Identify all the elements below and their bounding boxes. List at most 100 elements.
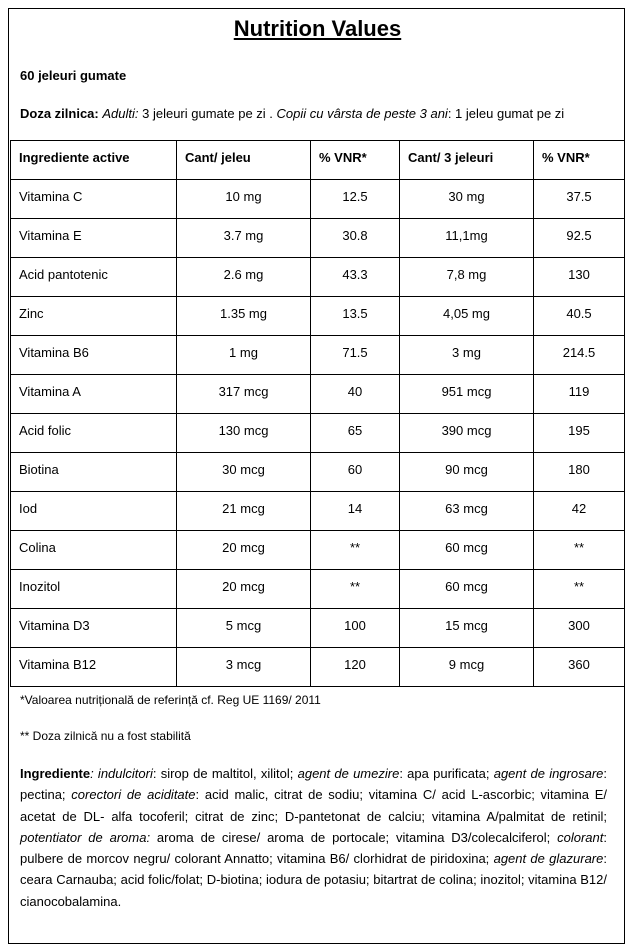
table-row: Acid folic 130 mcg 65 390 mcg 195 xyxy=(10,413,625,453)
cell-ingredient: Vitamina E xyxy=(10,218,177,258)
cell-amount-per-3: 3 mg xyxy=(399,335,534,375)
cell-vnr-3: 214.5 xyxy=(533,335,625,375)
cell-ingredient: Colina xyxy=(10,530,177,570)
cell-ingredient: Vitamina C xyxy=(10,179,177,219)
cell-vnr-1: 100 xyxy=(310,608,400,648)
cell-amount-per-gummy: 5 mcg xyxy=(176,608,311,648)
header-amount-per-gummy: Cant/ jeleu xyxy=(176,140,311,180)
cell-vnr-3: 37.5 xyxy=(533,179,625,219)
cell-ingredient: Iod xyxy=(10,491,177,531)
cell-amount-per-gummy: 2.6 mg xyxy=(176,257,311,297)
table-row: Vitamina B6 1 mg 71.5 3 mg 214.5 xyxy=(10,335,625,375)
ingredients-segment: Ingrediente xyxy=(20,766,91,781)
table-row: Vitamina A 317 mcg 40 951 mcg 119 xyxy=(10,374,625,414)
cell-amount-per-3: 30 mg xyxy=(399,179,534,219)
daily-dose-line: Doza zilnica: Adulti: 3 jeleuri gumate p… xyxy=(20,106,564,121)
adults-text: 3 jeleuri gumate pe zi . xyxy=(138,106,277,121)
header-ingredient: Ingrediente active xyxy=(10,140,177,180)
vnr-footnote: *Valoarea nutrițională de referință cf. … xyxy=(20,693,321,707)
cell-amount-per-gummy: 3.7 mg xyxy=(176,218,311,258)
header-vnr-3: % VNR* xyxy=(533,140,625,180)
ingredients-segment: potentiator de aroma: xyxy=(20,829,151,845)
cell-vnr-1: 12.5 xyxy=(310,179,400,219)
cell-vnr-1: 30.8 xyxy=(310,218,400,258)
cell-vnr-1: 14 xyxy=(310,491,400,531)
ingredients-segment: corectori de aciditate xyxy=(71,787,196,803)
table-row: Vitamina E 3.7 mg 30.8 11,1mg 92.5 xyxy=(10,218,625,258)
ingredients-segment: : indulcitori xyxy=(90,766,153,781)
cell-amount-per-gummy: 1 mg xyxy=(176,335,311,375)
cell-vnr-3: 92.5 xyxy=(533,218,625,258)
ingredients-segment: : pectina; xyxy=(20,766,608,803)
table-header-row: Ingrediente active Cant/ jeleu % VNR* Ca… xyxy=(10,140,625,180)
ingredients-segment: agent de glazurare xyxy=(493,851,604,867)
dose-footnote: ** Doza zilnică nu a fost stabilită xyxy=(20,729,191,743)
ingredients-segment: : sirop de maltitol, xilitol; xyxy=(152,766,298,781)
cell-ingredient: Inozitol xyxy=(10,569,177,609)
ingredients-segment: aroma de cirese/ aroma de portocale; vit… xyxy=(150,829,558,845)
product-count: 60 jeleuri gumate xyxy=(20,68,127,83)
cell-amount-per-3: 9 mcg xyxy=(399,647,534,687)
ingredients-segment: colorant xyxy=(557,829,604,845)
cell-ingredient: Biotina xyxy=(10,452,177,492)
cell-amount-per-3: 63 mcg xyxy=(399,491,534,531)
cell-amount-per-3: 60 mcg xyxy=(399,569,534,609)
cell-vnr-1: 43.3 xyxy=(310,257,400,297)
cell-vnr-1: 120 xyxy=(310,647,400,687)
cell-amount-per-3: 7,8 mg xyxy=(399,257,534,297)
cell-vnr-3: ** xyxy=(533,569,625,609)
cell-vnr-1: ** xyxy=(310,569,400,609)
cell-vnr-1: 71.5 xyxy=(310,335,400,375)
ingredients-segment: : apa purificata; xyxy=(399,766,494,781)
cell-ingredient: Vitamina B6 xyxy=(10,335,177,375)
ingredients-segment: agent de umezire xyxy=(297,766,400,781)
cell-vnr-3: 42 xyxy=(533,491,625,531)
table-row: Inozitol 20 mcg ** 60 mcg ** xyxy=(10,569,625,609)
cell-vnr-1: 65 xyxy=(310,413,400,453)
cell-vnr-3: 300 xyxy=(533,608,625,648)
ingredients-segment: agent de ingrosare xyxy=(493,766,604,781)
cell-vnr-3: 40.5 xyxy=(533,296,625,336)
cell-vnr-1: 60 xyxy=(310,452,400,492)
cell-vnr-1: 13.5 xyxy=(310,296,400,336)
header-amount-per-3: Cant/ 3 jeleuri xyxy=(399,140,534,180)
daily-dose-label: Doza zilnica: xyxy=(20,106,99,121)
ingredients-segment: : acid malic, citrat de sodiu; vitamina … xyxy=(20,787,607,824)
cell-amount-per-gummy: 20 mcg xyxy=(176,530,311,570)
cell-vnr-3: 195 xyxy=(533,413,625,453)
cell-ingredient: Vitamina A xyxy=(10,374,177,414)
cell-ingredient: Vitamina D3 xyxy=(10,608,177,648)
cell-amount-per-3: 15 mcg xyxy=(399,608,534,648)
cell-amount-per-gummy: 3 mcg xyxy=(176,647,311,687)
cell-vnr-1: 40 xyxy=(310,374,400,414)
cell-amount-per-3: 90 mcg xyxy=(399,452,534,492)
cell-ingredient: Vitamina B12 xyxy=(10,647,177,687)
table-row: Biotina 30 mcg 60 90 mcg 180 xyxy=(10,452,625,492)
table-row: Vitamina B12 3 mcg 120 9 mcg 360 xyxy=(10,647,625,687)
cell-amount-per-gummy: 10 mg xyxy=(176,179,311,219)
table-row: Colina 20 mcg ** 60 mcg ** xyxy=(10,530,625,570)
cell-amount-per-gummy: 1.35 mg xyxy=(176,296,311,336)
cell-vnr-3: 360 xyxy=(533,647,625,687)
cell-ingredient: Acid pantotenic xyxy=(10,257,177,297)
cell-amount-per-gummy: 317 mcg xyxy=(176,374,311,414)
ingredients-segment: : pulbere de morcov negru/ colorant Anna… xyxy=(20,829,607,867)
cell-amount-per-gummy: 30 mcg xyxy=(176,452,311,492)
table-row: Iod 21 mcg 14 63 mcg 42 xyxy=(10,491,625,531)
cell-vnr-3: 130 xyxy=(533,257,625,297)
table-row: Zinc 1.35 mg 13.5 4,05 mg 40.5 xyxy=(10,296,625,336)
cell-ingredient: Acid folic xyxy=(10,413,177,453)
cell-vnr-3: ** xyxy=(533,530,625,570)
table-row: Vitamina D3 5 mcg 100 15 mcg 300 xyxy=(10,608,625,648)
cell-amount-per-3: 11,1mg xyxy=(399,218,534,258)
table-row: Vitamina C 10 mg 12.5 30 mg 37.5 xyxy=(10,179,625,219)
cell-amount-per-3: 60 mcg xyxy=(399,530,534,570)
page-title: Nutrition Values xyxy=(233,16,402,41)
header-vnr-1: % VNR* xyxy=(310,140,400,180)
nutrition-table: Ingrediente active Cant/ jeleu % VNR* Ca… xyxy=(10,140,625,687)
cell-amount-per-3: 390 mcg xyxy=(399,413,534,453)
cell-amount-per-gummy: 21 mcg xyxy=(176,491,311,531)
adults-label: Adulti: xyxy=(102,106,139,121)
cell-amount-per-3: 4,05 mg xyxy=(399,296,534,336)
cell-amount-per-gummy: 20 mcg xyxy=(176,569,311,609)
